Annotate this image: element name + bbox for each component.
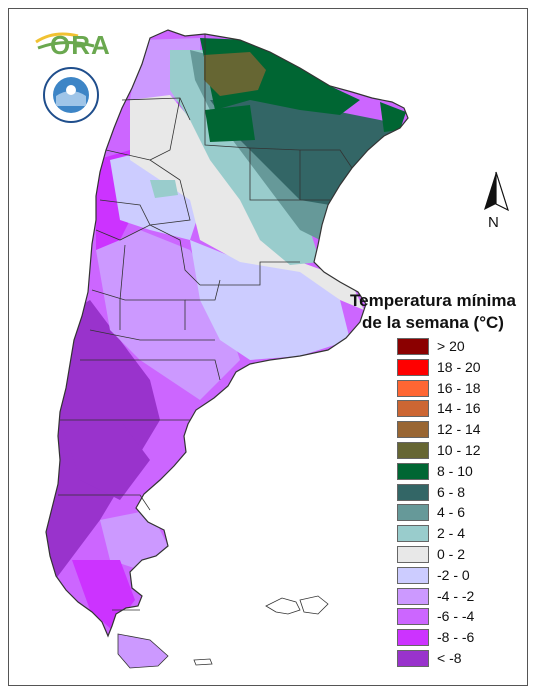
legend-label: 4 - 6 (437, 504, 466, 521)
ora-logo-text: ORA (50, 30, 111, 60)
legend-label: 16 - 18 (437, 379, 481, 396)
legend-swatch (397, 525, 429, 543)
legend-label: -2 - 0 (437, 566, 470, 583)
legend-swatch (397, 441, 429, 459)
legend-label: > 20 (437, 338, 465, 354)
legend-label: -4 - -2 (437, 587, 475, 604)
legend-swatch (397, 649, 429, 667)
legend-swatch (397, 421, 429, 439)
legend-label: 10 - 12 (437, 441, 481, 458)
ora-logo: ORA (34, 28, 110, 62)
legend-label: 12 - 14 (437, 421, 481, 438)
legend-label: 14 - 16 (437, 400, 481, 417)
legend-swatch (397, 462, 429, 480)
legend-title-line2: de la semana (°C) (362, 313, 504, 332)
legend-label: 6 - 8 (437, 483, 466, 500)
legend-label: -8 - -6 (437, 629, 475, 646)
legend-swatch (397, 379, 429, 397)
legend-swatch (397, 587, 429, 605)
legend-swatch (397, 338, 429, 355)
legend-swatch (397, 483, 429, 501)
malvinas-islands (265, 595, 329, 615)
legend-swatch (397, 629, 429, 647)
legend-swatch (397, 400, 429, 418)
legend-label: 18 - 20 (437, 358, 481, 375)
map-frame (8, 8, 528, 686)
north-label: N (488, 214, 499, 231)
north-arrow: N (478, 170, 514, 232)
legend-label: 8 - 10 (437, 462, 473, 479)
smn-seal (42, 66, 100, 124)
tierra-del-fuego (117, 633, 213, 669)
legend-swatch (397, 566, 429, 584)
legend-label: < -8 (437, 649, 462, 666)
legend-title-line1: Temperatura mínima (350, 291, 516, 310)
legend-title: Temperatura mínima de la semana (°C) (340, 290, 526, 334)
legend-label: 2 - 4 (437, 525, 466, 542)
legend-swatch (397, 358, 429, 376)
legend-swatch (397, 545, 429, 563)
legend-label: -6 - -4 (437, 608, 475, 625)
legend-label: 0 - 2 (437, 545, 466, 562)
province-boundaries (45, 29, 409, 638)
legend-swatch (397, 504, 429, 522)
legend-swatch (397, 608, 429, 626)
